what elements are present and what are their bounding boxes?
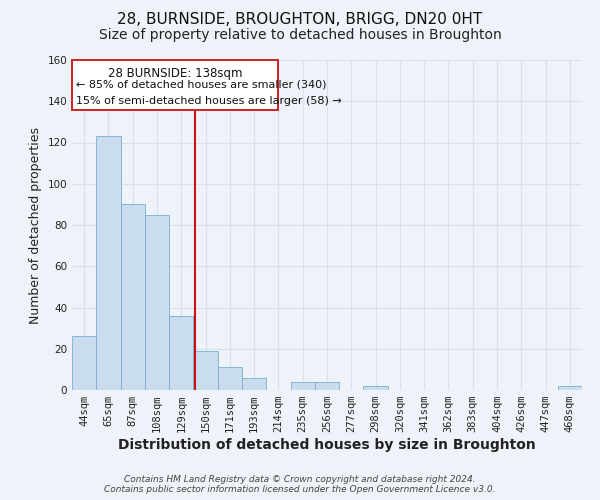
- FancyBboxPatch shape: [73, 60, 278, 110]
- Text: Contains HM Land Registry data © Crown copyright and database right 2024.
Contai: Contains HM Land Registry data © Crown c…: [104, 474, 496, 494]
- X-axis label: Distribution of detached houses by size in Broughton: Distribution of detached houses by size …: [118, 438, 536, 452]
- Text: 15% of semi-detached houses are larger (58) →: 15% of semi-detached houses are larger (…: [76, 96, 342, 106]
- Text: 28, BURNSIDE, BROUGHTON, BRIGG, DN20 0HT: 28, BURNSIDE, BROUGHTON, BRIGG, DN20 0HT: [118, 12, 482, 28]
- Text: 28 BURNSIDE: 138sqm: 28 BURNSIDE: 138sqm: [108, 67, 243, 80]
- Bar: [96, 136, 121, 390]
- Bar: [218, 368, 242, 390]
- Bar: [72, 336, 96, 390]
- Bar: [364, 386, 388, 390]
- Text: Size of property relative to detached houses in Broughton: Size of property relative to detached ho…: [98, 28, 502, 42]
- Bar: [558, 386, 582, 390]
- Y-axis label: Number of detached properties: Number of detached properties: [29, 126, 42, 324]
- Bar: [169, 316, 193, 390]
- Bar: [290, 382, 315, 390]
- Bar: [242, 378, 266, 390]
- Bar: [193, 351, 218, 390]
- Bar: [145, 214, 169, 390]
- Text: ← 85% of detached houses are smaller (340): ← 85% of detached houses are smaller (34…: [76, 80, 326, 90]
- Bar: [121, 204, 145, 390]
- Bar: [315, 382, 339, 390]
